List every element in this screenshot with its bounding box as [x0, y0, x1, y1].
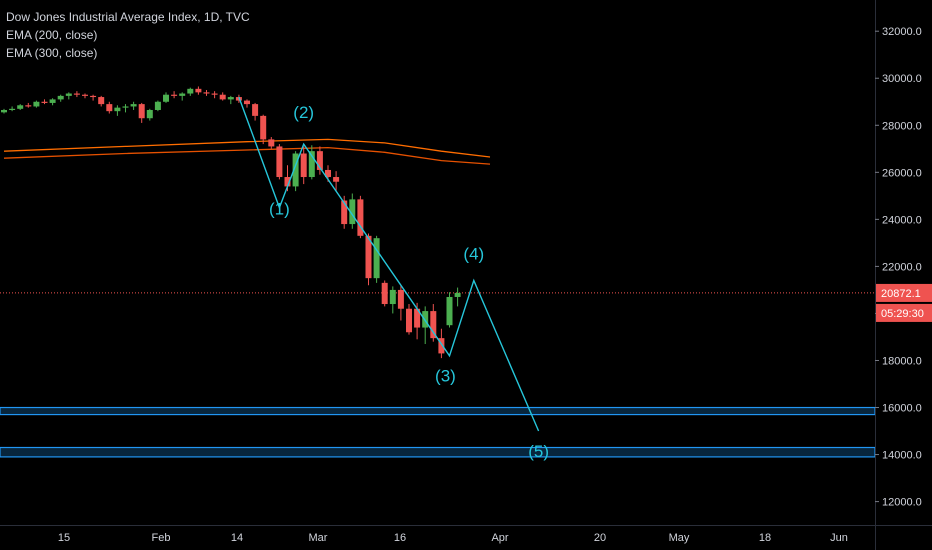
last-price-badge [876, 283, 932, 302]
candle-body[interactable] [300, 153, 307, 178]
candle-body[interactable] [9, 108, 16, 110]
candle-body[interactable] [219, 94, 226, 100]
countdown-badge [876, 303, 932, 322]
candle-body[interactable] [179, 93, 186, 96]
candle-body[interactable] [284, 177, 291, 187]
candle-body[interactable] [1, 109, 7, 113]
candle-body[interactable] [171, 94, 178, 96]
candle-body[interactable] [244, 100, 250, 105]
candle-body[interactable] [82, 94, 88, 96]
candle-body[interactable] [98, 97, 105, 105]
candle-body[interactable] [90, 95, 97, 98]
candle-body[interactable] [414, 308, 421, 328]
x-tick-label: Jun [830, 532, 848, 544]
candle-body[interactable] [349, 199, 356, 225]
chart-legend: Dow Jones Industrial Average Index, 1D, … [6, 8, 250, 62]
candle-body[interactable] [73, 93, 80, 95]
wave-label[interactable]: (4) [463, 244, 484, 263]
candle-body[interactable] [114, 107, 121, 112]
y-tick-label: 22000.0 [882, 261, 922, 273]
candle-body[interactable] [389, 289, 396, 305]
x-tick-label: 20 [594, 532, 606, 544]
candle-body[interactable] [122, 106, 129, 108]
candle-body[interactable] [106, 104, 113, 112]
candle-body[interactable] [203, 92, 210, 94]
x-tick-label: 18 [759, 532, 771, 544]
candle-body[interactable] [163, 94, 169, 102]
y-tick-label: 24000.0 [882, 214, 922, 226]
candle-body[interactable] [446, 296, 453, 326]
wave-label[interactable]: (2) [293, 103, 314, 122]
candle-body[interactable] [49, 99, 56, 103]
candle-body[interactable] [430, 311, 437, 339]
candle-body[interactable] [333, 177, 340, 182]
wave-label[interactable]: (1) [269, 200, 290, 219]
candle-body[interactable] [373, 238, 380, 279]
candle-body[interactable] [65, 93, 72, 96]
last-price-value: 20872.1 [881, 288, 921, 300]
candle-body[interactable] [187, 88, 194, 94]
candle-body[interactable] [25, 105, 32, 107]
candle-body[interactable] [406, 308, 412, 333]
candle-body[interactable] [341, 200, 348, 225]
candle-body[interactable] [130, 104, 137, 107]
wave-label[interactable]: (3) [435, 367, 456, 386]
countdown-value: 05:29:30 [881, 308, 924, 320]
x-tick-label: 15 [58, 532, 70, 544]
candle-body[interactable] [154, 101, 161, 110]
candle-body[interactable] [316, 151, 323, 170]
candle-body[interactable] [276, 146, 283, 178]
y-tick-label: 28000.0 [882, 120, 922, 132]
candle-body[interactable] [357, 199, 364, 236]
candle-body[interactable] [138, 104, 145, 119]
x-tick-label: Feb [152, 532, 171, 544]
candle-body[interactable] [397, 289, 404, 309]
candle-body[interactable] [33, 101, 40, 107]
candle-body[interactable] [211, 93, 218, 95]
y-tick-label: 16000.0 [882, 403, 922, 415]
candle-body[interactable] [454, 292, 461, 297]
y-tick-label: 18000.0 [882, 355, 922, 367]
candle-body[interactable] [195, 88, 202, 93]
candle-body[interactable] [308, 151, 315, 178]
candle-body[interactable] [325, 169, 331, 178]
symbol-title[interactable]: Dow Jones Industrial Average Index, 1D, … [6, 10, 250, 24]
candle-body[interactable] [260, 115, 267, 140]
candle-body[interactable] [57, 95, 64, 100]
elliott-wave-path[interactable] [238, 96, 540, 432]
ema-200-label[interactable]: EMA (200, close) [6, 28, 98, 42]
y-tick-label: 26000.0 [882, 167, 922, 179]
y-tick-label: 30000.0 [882, 73, 922, 85]
candle-body[interactable] [292, 153, 299, 187]
y-tick-label: 12000.0 [882, 497, 922, 509]
candle-body[interactable] [227, 97, 234, 100]
candle-body[interactable] [438, 338, 445, 354]
x-tick-label: May [669, 532, 690, 544]
ema-300-label[interactable]: EMA (300, close) [6, 46, 98, 60]
x-tick-label: Mar [309, 532, 328, 544]
candle-body[interactable] [381, 282, 388, 305]
x-tick-label: Apr [491, 532, 508, 544]
candle-body[interactable] [146, 109, 153, 119]
y-tick-label: 14000.0 [882, 450, 922, 462]
support-zone-1[interactable] [0, 406, 876, 416]
ema-200-line[interactable] [3, 138, 491, 158]
candle-body[interactable] [41, 101, 48, 103]
wave-label[interactable]: (5) [528, 442, 549, 461]
support-zone-2[interactable] [0, 446, 876, 458]
candle-body[interactable] [365, 235, 372, 279]
x-tick-label: 16 [394, 532, 406, 544]
candle-body[interactable] [17, 105, 24, 109]
y-tick-label: 32000.0 [882, 26, 922, 38]
candle-body[interactable] [252, 104, 259, 116]
candle-body[interactable] [268, 139, 275, 147]
ema-300-line[interactable] [3, 146, 491, 165]
x-tick-label: 14 [231, 532, 243, 544]
